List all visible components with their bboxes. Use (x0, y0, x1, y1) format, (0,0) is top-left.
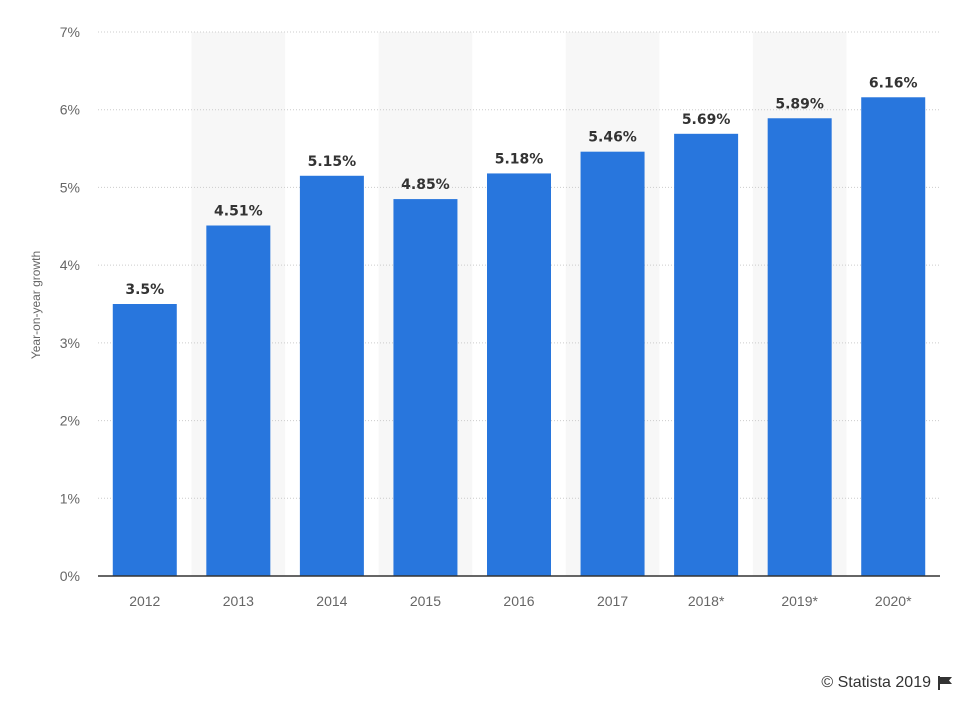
y-tick-label: 5% (60, 179, 80, 195)
y-tick-label: 7% (60, 24, 80, 40)
bar[interactable] (674, 133, 739, 576)
bar[interactable] (487, 173, 551, 576)
bars (112, 97, 926, 577)
bar[interactable] (861, 97, 926, 576)
bar[interactable] (206, 225, 271, 576)
data-label: 3.5% (125, 282, 164, 298)
data-label: 4.51% (214, 204, 263, 220)
x-tick-label: 2019* (781, 593, 818, 609)
x-tick-label: 2018* (688, 593, 725, 609)
bar[interactable] (299, 175, 364, 576)
x-tick-label: 2016 (503, 593, 534, 609)
flag-icon[interactable] (937, 676, 953, 690)
y-axis-title: Year-on-year growth (29, 251, 43, 359)
y-tick-label: 2% (60, 413, 80, 429)
bar[interactable] (767, 118, 832, 577)
x-tick-labels: 2012 2013 2014 2015 2016 2017 2018* 2019* 2020* (129, 593, 912, 609)
x-tick-label: 2017 (597, 593, 628, 609)
data-label: 5.89% (775, 96, 824, 112)
data-label: 5.69% (682, 112, 731, 128)
y-tick-labels: 0% 1% 2% 3% 4% 5% 6% 7% (60, 24, 80, 584)
y-tick-label: 4% (60, 257, 80, 273)
y-tick-label: 3% (60, 335, 80, 351)
data-label: 5.46% (588, 130, 637, 146)
y-tick-label: 6% (60, 102, 80, 118)
credit-text: © Statista 2019 (821, 674, 931, 691)
data-label: 5.18% (495, 151, 544, 167)
data-label: 6.16% (869, 75, 918, 91)
x-tick-label: 2014 (316, 593, 347, 609)
x-tick-label: 2012 (129, 593, 160, 609)
x-tick-label: 2013 (223, 593, 254, 609)
y-tick-label: 0% (60, 568, 80, 584)
data-labels: 3.5% 4.51% 5.15% 4.85% 5.18% 5.46% 5.69% 5.89% 6… (125, 75, 917, 298)
bar[interactable] (580, 151, 645, 576)
y-tick-label: 1% (60, 490, 80, 506)
statista-credit[interactable]: © Statista 2019 (821, 674, 953, 692)
data-label: 5.15% (308, 154, 357, 170)
bar[interactable] (112, 304, 177, 576)
x-tick-label: 2015 (410, 593, 441, 609)
bar[interactable] (393, 199, 458, 577)
x-tick-label: 2020* (875, 593, 912, 609)
data-label: 4.85% (401, 177, 450, 193)
